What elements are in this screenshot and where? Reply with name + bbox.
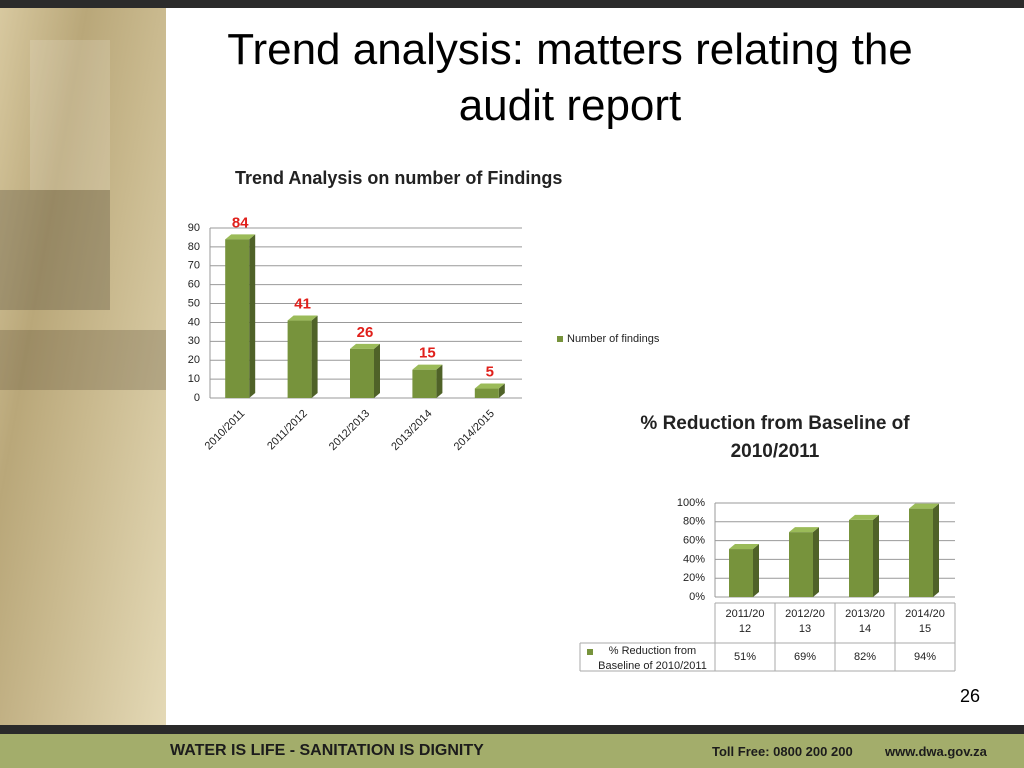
slide-title: Trend analysis: matters relating the aud… <box>227 25 913 130</box>
bar-top <box>789 527 819 533</box>
y-tick-label: 20 <box>188 354 200 366</box>
legend-swatch <box>557 336 563 342</box>
top-bar <box>0 0 1024 8</box>
bar-top <box>729 544 759 550</box>
footer-line <box>0 725 1024 734</box>
y-tick-label: 100% <box>677 497 705 509</box>
footer-motto: WATER IS LIFE - SANITATION IS DIGNITY <box>170 742 484 759</box>
x-tick-label: 2011/2012 <box>265 408 310 453</box>
bar-top <box>225 234 256 240</box>
bar-side <box>436 364 443 398</box>
bar <box>909 508 933 597</box>
y-tick-label: 0% <box>689 591 705 603</box>
y-tick-label: 60 <box>188 279 200 291</box>
x-tick-label: 2011/2012 <box>725 608 765 635</box>
x-tick-label-box: 2013/2014 <box>845 608 885 635</box>
footer-website: www.dwa.gov.za <box>885 744 987 759</box>
footer: WATER IS LIFE - SANITATION IS DIGNITY To… <box>0 734 1024 768</box>
data-label: 69% <box>794 651 816 663</box>
bar <box>729 549 753 597</box>
y-tick-label: 30 <box>188 335 200 347</box>
bar-top <box>412 364 443 370</box>
bar-top <box>474 383 505 389</box>
y-tick-label: 70 <box>188 260 200 272</box>
legend-label-box: % Reduction from Baseline of 2010/2011 <box>598 645 707 672</box>
x-tick-label: 2013/2014 <box>845 608 885 635</box>
x-tick-label-box: 2014/2015 <box>905 608 945 635</box>
bar-side <box>753 544 759 597</box>
y-tick-label: 80% <box>683 516 705 528</box>
bar-top <box>350 343 380 349</box>
x-tick-label-box: 2011/2012 <box>725 608 765 635</box>
x-tick-label: 2010/2011 <box>203 408 248 453</box>
bar-top <box>849 514 879 520</box>
bar-side <box>498 383 505 398</box>
x-tick-label: 2013/2014 <box>389 408 434 453</box>
data-label: 5 <box>486 364 494 381</box>
y-tick-label: 20% <box>683 572 705 584</box>
bar <box>225 239 250 398</box>
y-tick-label: 40% <box>683 553 705 565</box>
bar-side <box>933 503 939 597</box>
bar-side <box>249 234 256 398</box>
y-tick-label: 80 <box>188 241 200 253</box>
chart-title-box: % Reduction from Baseline of 2010/2011 <box>640 413 910 462</box>
chart-title: % Reduction from Baseline of 2010/2011 <box>640 413 910 462</box>
footer-toll-free: Toll Free: 0800 200 200 <box>712 744 853 759</box>
bar-side <box>311 315 318 398</box>
data-label: 94% <box>914 651 936 663</box>
bar <box>849 519 873 597</box>
bar-top <box>909 503 939 509</box>
legend-label: % Reduction from Baseline of 2010/2011 <box>598 645 707 672</box>
data-label: 26 <box>357 324 374 341</box>
data-label: 41 <box>294 296 311 313</box>
y-tick-label: 40 <box>188 316 200 328</box>
bar <box>287 320 312 398</box>
x-tick-label: 2014/2015 <box>905 608 945 635</box>
data-label: 82% <box>854 651 876 663</box>
bar-side <box>374 343 380 398</box>
charts: 0 10 20 30 40 50 60 70 80 90 84 41 26 15 5 2010/2011 201… <box>188 168 956 672</box>
y-tick-label: 10 <box>188 373 200 385</box>
legend-swatch <box>587 649 593 655</box>
bar <box>789 532 813 597</box>
x-tick-label: 2012/2013 <box>327 408 372 453</box>
bar <box>412 369 437 398</box>
bar-side <box>813 527 819 597</box>
x-tick-label: 2012/2013 <box>785 608 825 635</box>
y-tick-label: 90 <box>188 222 200 234</box>
page-number: 26 <box>960 686 981 706</box>
side-image <box>0 0 166 725</box>
y-tick-label: 60% <box>683 535 705 547</box>
data-label: 15 <box>419 345 436 362</box>
bar <box>350 348 374 398</box>
bar-side <box>873 514 879 597</box>
bar-top <box>287 315 318 321</box>
legend-label: Number of findings <box>567 333 660 345</box>
y-tick-label: 0 <box>194 392 200 404</box>
data-label: 84 <box>232 214 249 231</box>
bar <box>474 388 499 398</box>
y-tick-label: 50 <box>188 297 200 309</box>
x-tick-label-box: 2012/2013 <box>785 608 825 635</box>
x-tick-label: 2014/2015 <box>452 408 497 453</box>
chart-title: Trend Analysis on number of Findings <box>235 168 562 188</box>
data-label: 51% <box>734 651 756 663</box>
